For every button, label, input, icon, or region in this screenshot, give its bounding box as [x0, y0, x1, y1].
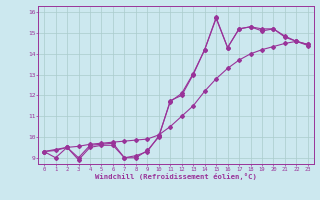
X-axis label: Windchill (Refroidissement éolien,°C): Windchill (Refroidissement éolien,°C) [95, 173, 257, 180]
